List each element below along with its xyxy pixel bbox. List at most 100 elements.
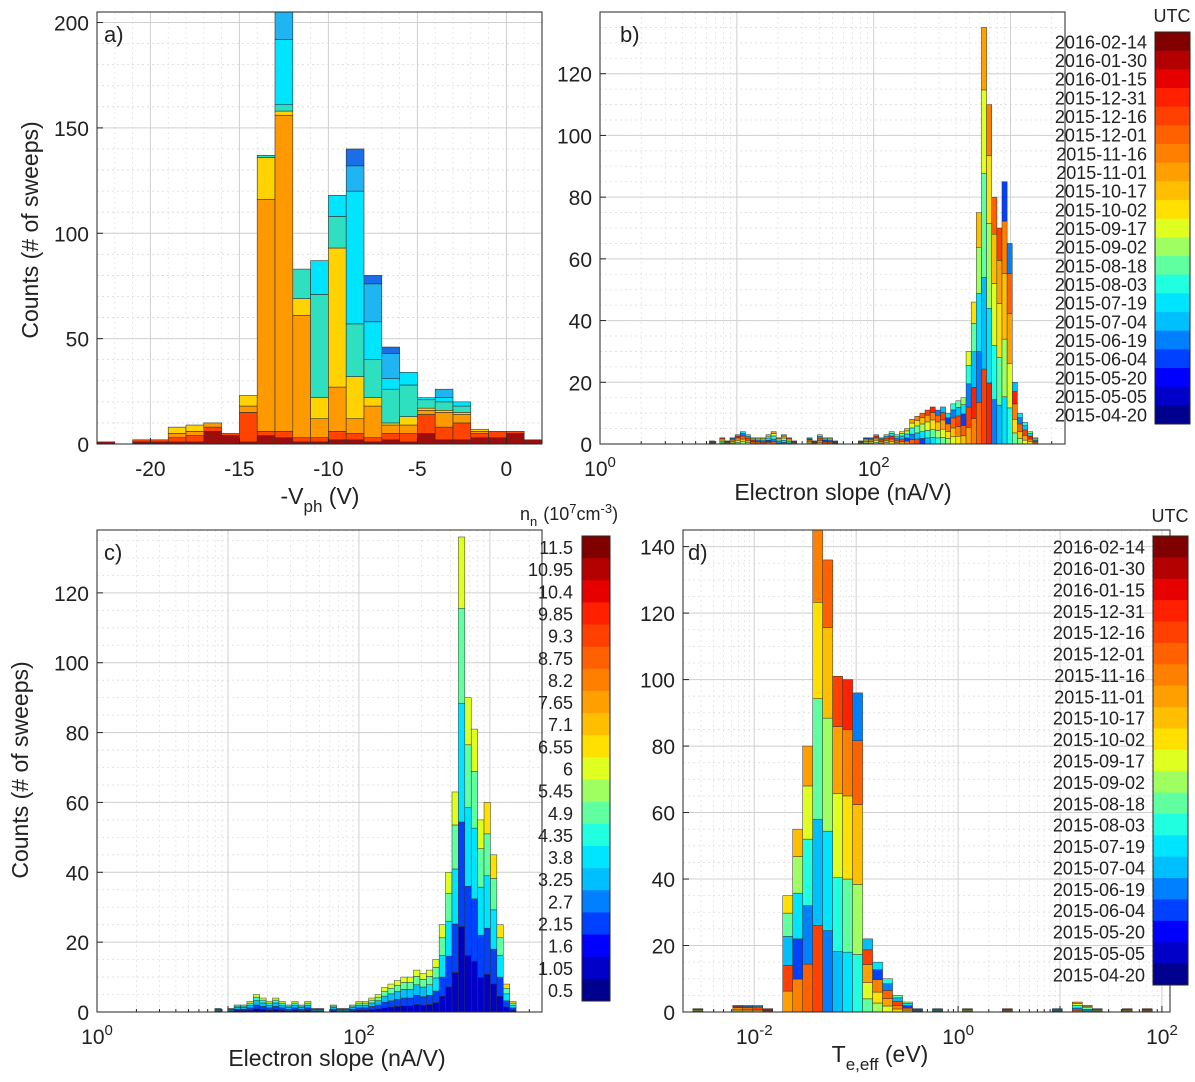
- bar-segment: [888, 438, 895, 443]
- bar-segment: [374, 1004, 382, 1010]
- bar-segment: [872, 991, 883, 1004]
- x-axis-label: -Vph (V): [281, 483, 360, 516]
- bar-segment: [1001, 181, 1008, 222]
- bar-segment: [488, 437, 507, 445]
- bar-segment: [986, 155, 992, 224]
- bar-segment: [899, 438, 905, 443]
- bar-segment: [935, 409, 941, 416]
- bar-segment: [976, 212, 982, 248]
- bar-segment: [893, 435, 900, 439]
- bar-segment: [239, 412, 258, 443]
- colorbar-tick-label: 2015-11-16: [1054, 666, 1145, 686]
- bar-segment: [909, 427, 915, 435]
- bar-segment: [503, 1006, 510, 1013]
- bar-segment: [873, 437, 880, 441]
- bar-segment: [996, 260, 1003, 304]
- colorbar-tick-label: 4.9: [548, 804, 573, 824]
- bar-segment: [909, 422, 915, 429]
- bar-segment: [760, 437, 767, 440]
- bar-segment: [438, 996, 446, 1013]
- colorbar-swatch: [1155, 144, 1190, 164]
- bar-segment: [336, 1008, 344, 1010]
- bar-segment: [1022, 435, 1028, 441]
- bar-segment: [909, 419, 915, 424]
- colorbar-swatch: [1155, 256, 1190, 276]
- bar-segment: [1022, 439, 1028, 445]
- bar-segment: [272, 1006, 280, 1010]
- colorbar-swatch: [1155, 274, 1190, 294]
- bar-segment: [451, 972, 459, 1013]
- colorbar-tick-label: 2015-12-16: [1053, 623, 1145, 643]
- bar-segment: [291, 1001, 299, 1004]
- colorbar-swatch: [1155, 293, 1190, 313]
- bar-segment: [503, 1000, 510, 1008]
- bar-segment: [438, 954, 446, 978]
- bar-segment: [924, 421, 931, 431]
- bar-segment: [729, 437, 736, 440]
- bar-segment: [432, 977, 440, 992]
- bar-segment: [883, 440, 890, 443]
- bar-segment: [940, 419, 946, 430]
- bar-segment: [902, 1007, 913, 1011]
- bar-segment: [892, 997, 903, 1002]
- bar-segment: [363, 359, 383, 398]
- bar-segment: [832, 726, 843, 795]
- bar-segment: [381, 422, 400, 426]
- colorbar-tick-label: 2015-10-02: [1053, 730, 1145, 750]
- bar-segment: [950, 403, 957, 411]
- colorbar-title: UTC: [1154, 6, 1191, 26]
- colorbar-swatch: [1155, 386, 1190, 406]
- bar-segment: [924, 437, 931, 445]
- bar-segment: [1012, 432, 1018, 445]
- bar-segment: [362, 1007, 369, 1011]
- bar-segment: [960, 413, 967, 426]
- bar-segment: [362, 1004, 369, 1009]
- bar-segment: [291, 1002, 299, 1006]
- colorbar-swatch: [582, 868, 610, 891]
- bar-segment: [362, 1002, 369, 1006]
- colorbar-tick-label: 2015-05-20: [1053, 923, 1145, 943]
- colorbar-tick-label: 2015-06-19: [1053, 880, 1145, 900]
- bar-segment: [740, 433, 746, 437]
- bar-segment: [945, 431, 951, 439]
- bar-segment: [1017, 431, 1023, 439]
- colorbar-swatch: [1155, 218, 1190, 238]
- bar-segment: [470, 428, 489, 432]
- bar-segment: [434, 412, 454, 428]
- bar-segment: [1027, 435, 1034, 440]
- bar-segment: [902, 1005, 913, 1009]
- bar-segment: [765, 440, 772, 443]
- bar-segment: [328, 439, 347, 445]
- panel-label: b): [620, 22, 640, 47]
- bar-segment: [496, 954, 504, 978]
- bar-segment: [259, 1006, 267, 1010]
- bar-segment: [274, 431, 294, 438]
- bar-segment: [381, 995, 389, 1003]
- bar-segment: [1001, 338, 1008, 398]
- bar-segment: [503, 987, 510, 995]
- bar-segment: [233, 1004, 241, 1007]
- x-tick-label: 100: [942, 1022, 974, 1049]
- bar-segment: [488, 431, 507, 438]
- bar-segment: [274, 39, 294, 106]
- bar-segment: [882, 983, 893, 991]
- bar-segment: [167, 426, 187, 434]
- bar-segment: [899, 431, 905, 434]
- colorbar-swatch: [1153, 707, 1188, 729]
- bar-segment: [873, 435, 880, 439]
- bar-segment: [374, 1000, 382, 1006]
- bar-segment: [185, 431, 205, 436]
- bar-segment: [483, 833, 491, 877]
- bar-segment: [167, 437, 187, 443]
- colorbar-tick-label: 2015-10-17: [1053, 709, 1145, 729]
- colorbar-tick-label: 2015-12-31: [1053, 602, 1145, 622]
- bar-segment: [317, 1008, 325, 1010]
- bar-segment: [458, 702, 466, 823]
- bar-segment: [399, 372, 418, 386]
- colorbar-tick-label: 2.15: [538, 915, 573, 935]
- panel-a: -20 -15 -10 -5 0 0 50 100 150 200 a) -Vph (V) Counts…: [17, 11, 543, 516]
- bar-segment: [832, 793, 843, 878]
- bar-segment: [1012, 419, 1018, 434]
- bar-segment: [991, 345, 998, 400]
- colorbar-tick-label: 2015-05-05: [1053, 944, 1145, 964]
